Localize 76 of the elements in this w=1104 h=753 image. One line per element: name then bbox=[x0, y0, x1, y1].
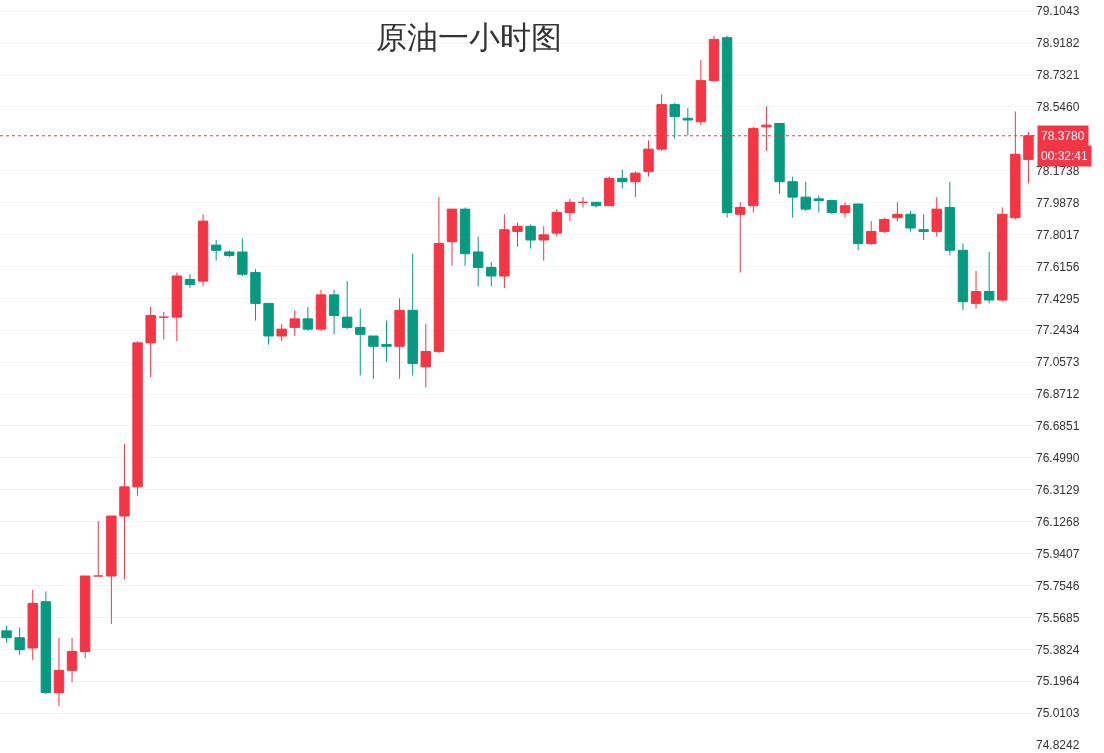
y-tick-label: 78.7321 bbox=[1036, 68, 1080, 83]
y-tick-label: 76.4990 bbox=[1036, 451, 1080, 466]
y-tick-label: 75.1964 bbox=[1036, 674, 1080, 689]
candlestick bbox=[551, 208, 563, 238]
y-tick-label: 75.5685 bbox=[1036, 610, 1080, 625]
y-tick-label: 79.1043 bbox=[1036, 4, 1080, 19]
candlestick bbox=[813, 194, 825, 214]
candlestick bbox=[997, 206, 1008, 303]
candlestick bbox=[394, 297, 405, 380]
y-tick-label: 74.8242 bbox=[1036, 738, 1080, 753]
candlestick bbox=[800, 181, 811, 212]
y-tick-label: 77.2434 bbox=[1036, 323, 1080, 338]
candlestick bbox=[263, 302, 274, 346]
candlestick bbox=[341, 280, 353, 330]
candlestick bbox=[643, 140, 654, 178]
candlestick bbox=[27, 589, 38, 661]
candlestick bbox=[682, 107, 694, 136]
candlestick bbox=[879, 217, 890, 234]
candlestick bbox=[1, 625, 12, 644]
candlestick bbox=[905, 210, 916, 232]
candlestick bbox=[774, 122, 785, 195]
candlestick bbox=[577, 196, 589, 208]
candlestick bbox=[276, 323, 287, 342]
candlestick bbox=[918, 213, 929, 241]
candlestick bbox=[944, 181, 956, 256]
y-tick-label: 75.7546 bbox=[1036, 578, 1080, 593]
candlestick bbox=[603, 176, 615, 207]
candlestick bbox=[669, 102, 680, 140]
candlestick bbox=[237, 237, 248, 277]
candlestick bbox=[210, 239, 222, 262]
candlestick bbox=[132, 340, 143, 496]
candlestick bbox=[289, 309, 300, 337]
y-tick-label: 77.9878 bbox=[1036, 195, 1080, 210]
candlestick bbox=[735, 201, 746, 274]
y-tick-label: 75.3824 bbox=[1036, 642, 1080, 657]
candlestick bbox=[250, 268, 261, 322]
y-tick-label: 75.9407 bbox=[1036, 546, 1080, 561]
text: 00:32:41 bbox=[1041, 149, 1089, 163]
candlestick bbox=[538, 225, 549, 262]
ref-line-label: 78.3780 bbox=[1041, 129, 1085, 143]
candlestick bbox=[106, 515, 117, 625]
candlestick bbox=[368, 335, 379, 380]
candlestick bbox=[525, 224, 536, 250]
candlestick bbox=[420, 323, 432, 388]
candlestick bbox=[119, 443, 130, 580]
y-tick-label: 77.6156 bbox=[1036, 259, 1080, 274]
y-tick-label: 78.5460 bbox=[1036, 100, 1080, 115]
candlestick bbox=[787, 176, 798, 219]
y-tick-label: 77.0573 bbox=[1036, 355, 1080, 370]
candlestick bbox=[630, 170, 641, 198]
y-tick-label: 78.9182 bbox=[1036, 36, 1080, 51]
candlestick bbox=[983, 251, 995, 304]
y-tick-label: 78.1738 bbox=[1036, 163, 1080, 178]
candlestick bbox=[355, 308, 366, 376]
candlestick bbox=[866, 220, 877, 246]
text: 原油一小时图 bbox=[376, 20, 563, 56]
candlestick bbox=[93, 520, 104, 577]
candlestick bbox=[931, 196, 942, 238]
y-tick-label: 76.1268 bbox=[1036, 514, 1080, 529]
candlestick bbox=[486, 261, 497, 287]
y-tick-label: 77.4295 bbox=[1036, 291, 1080, 306]
candlestick bbox=[472, 236, 484, 287]
candlestick bbox=[158, 311, 169, 340]
y-tick-label: 76.8712 bbox=[1036, 387, 1080, 402]
y-tick-label: 76.3129 bbox=[1036, 482, 1080, 497]
candlestick bbox=[407, 253, 418, 376]
candlestick bbox=[381, 320, 392, 363]
y-tick-label: 77.8017 bbox=[1036, 227, 1080, 242]
candlestick bbox=[145, 306, 156, 378]
candlestick bbox=[14, 626, 25, 656]
candlestick bbox=[512, 222, 523, 248]
y-tick-label: 75.0103 bbox=[1036, 706, 1080, 721]
y-tick-label: 76.6851 bbox=[1036, 419, 1080, 434]
candlestick bbox=[224, 249, 235, 258]
candlestick bbox=[499, 213, 510, 289]
candlestick bbox=[79, 575, 91, 659]
